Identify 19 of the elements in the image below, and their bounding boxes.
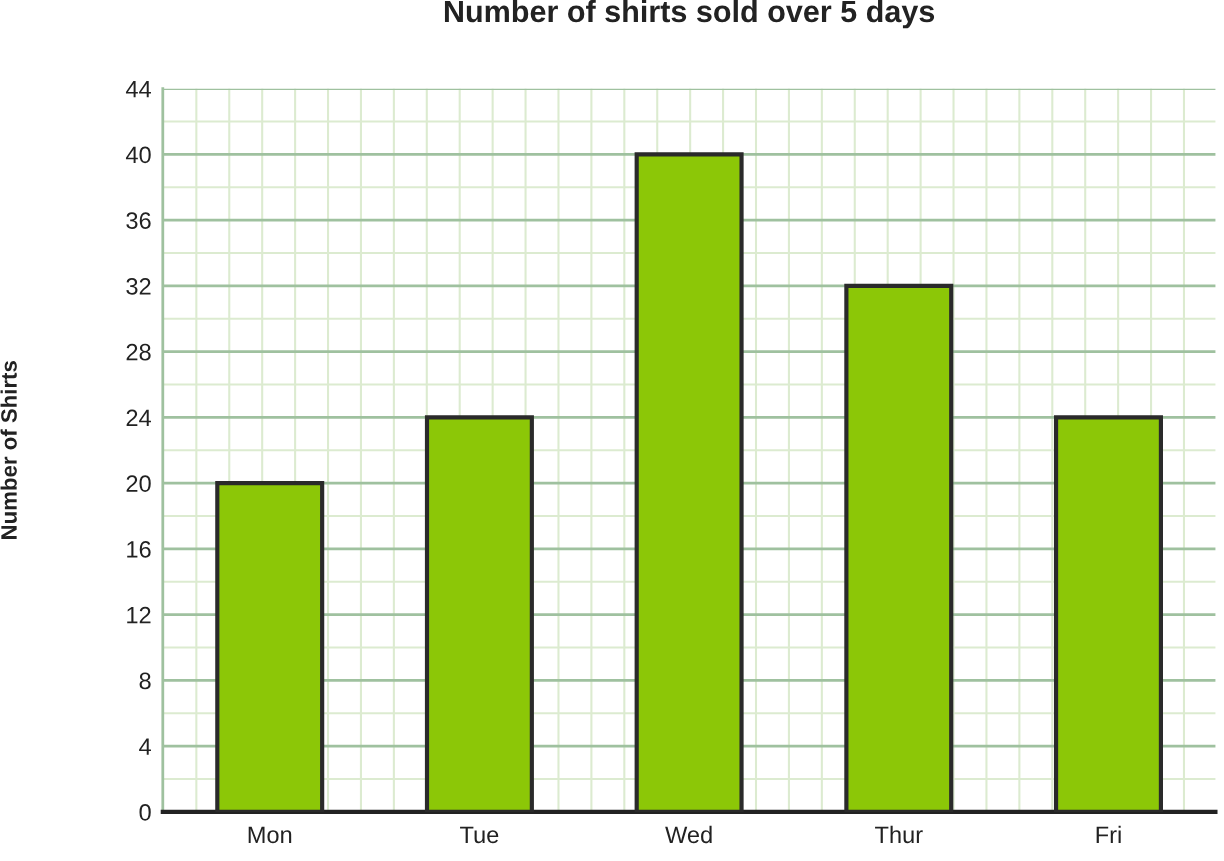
- y-tick-label: 40: [125, 146, 151, 164]
- y-tick-label: 0: [139, 803, 151, 821]
- y-tick-label: 4: [139, 738, 151, 755]
- y-tick-label: 8: [139, 672, 151, 690]
- y-tick-label: 20: [126, 475, 151, 492]
- y-tick-label: 28: [126, 343, 151, 361]
- x-tick-label: Wed: [665, 825, 712, 844]
- chart-title: Number of shirts sold over 5 days: [444, 0, 935, 29]
- x-tick-label: Fri: [1096, 825, 1121, 843]
- x-tick-label: Tue: [460, 826, 499, 844]
- y-tick-label: 24: [126, 409, 151, 426]
- y-tick-label: 44: [125, 80, 151, 98]
- x-tick-label: Mon: [248, 826, 292, 844]
- y-tick-label: 16: [127, 540, 151, 558]
- y-tick-label: 12: [127, 606, 151, 624]
- y-tick-label: 36: [126, 212, 151, 229]
- x-tick-label: Thur: [875, 825, 923, 844]
- y-axis-title: Number of Shirts: [0, 361, 17, 539]
- y-tick-label: 32: [126, 278, 151, 295]
